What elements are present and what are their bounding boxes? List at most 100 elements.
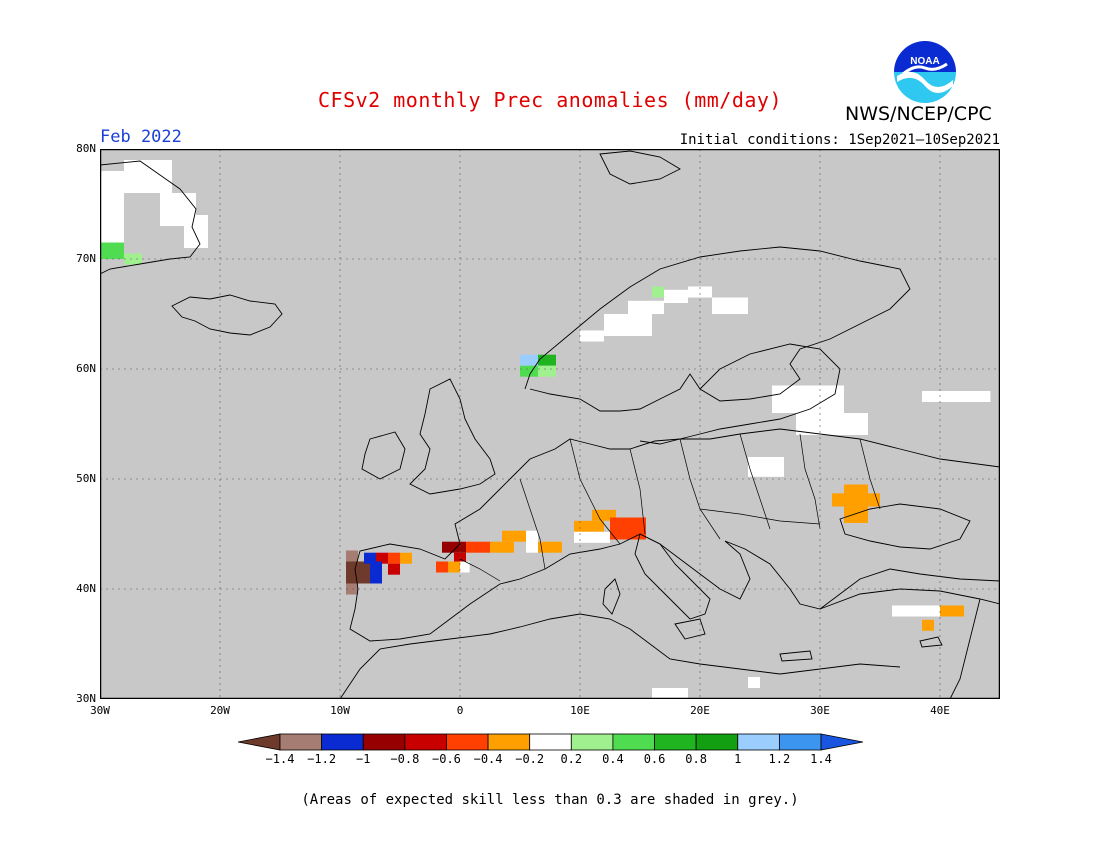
sardinia-corsica <box>602 578 621 615</box>
black-sea-coast <box>839 503 971 550</box>
lon-label: 0 <box>456 704 464 717</box>
anomaly-cell <box>124 253 142 265</box>
anomaly-cell <box>520 354 538 366</box>
baltic-coast <box>639 343 841 445</box>
anomaly-cell <box>370 561 382 584</box>
sicily <box>674 618 706 640</box>
colorbar-box <box>487 733 531 751</box>
forecast-month: Feb 2022 <box>100 127 182 147</box>
precip-anomaly-map <box>100 149 1000 699</box>
skill-footnote: (Areas of expected skill less than 0.3 a… <box>301 792 799 808</box>
great-britain-coast <box>409 378 496 495</box>
anomaly-cell <box>574 531 592 543</box>
anomaly-cell <box>772 385 844 413</box>
anomaly-cell <box>538 541 562 553</box>
lat-label: 70N <box>76 252 96 265</box>
anomaly-cell <box>922 391 991 402</box>
colorbar-tick: 1.2 <box>768 752 791 766</box>
anomaly-cell <box>748 677 760 688</box>
anomaly-cell <box>502 530 526 542</box>
anomaly-cell <box>610 517 646 540</box>
colorbar-box <box>612 733 655 751</box>
anomaly-cell <box>688 286 712 298</box>
iceland-coast <box>171 294 283 336</box>
ireland-coast <box>361 431 406 480</box>
lon-label: 20W <box>210 704 230 717</box>
colorbar-tick: −0.2 <box>515 752 545 766</box>
anomaly-cell <box>520 365 538 377</box>
scandinavia-coast <box>524 246 911 412</box>
lon-label: 10W <box>330 704 350 717</box>
anomaly-cell <box>892 605 940 617</box>
graticule <box>100 149 1000 699</box>
colorbar-box <box>570 733 614 751</box>
anomaly-cell <box>376 552 388 564</box>
greenland-coast <box>100 160 201 275</box>
anomaly-cell <box>100 242 124 259</box>
colorbar-tick: −1 <box>355 752 371 766</box>
italy-coast <box>634 533 711 620</box>
anomaly-cells <box>100 160 991 699</box>
colorbar-tick: −0.6 <box>432 752 461 766</box>
colorbar-tick: 0.8 <box>685 752 707 766</box>
map-title: CFSv2 monthly Prec anomalies (mm/day) <box>317 88 783 112</box>
colorbar-tick: 1.4 <box>810 752 832 766</box>
anomaly-cell <box>796 413 868 435</box>
colorbar-box <box>362 733 406 751</box>
anomaly-cell <box>388 552 400 564</box>
anomaly-cell <box>346 550 358 562</box>
colorbar <box>238 733 863 751</box>
colorbar-box <box>321 733 364 751</box>
anomaly-cell <box>712 297 748 314</box>
map-frame <box>100 149 1000 699</box>
anomaly-cell <box>940 605 964 617</box>
colorbar-tick: 0.2 <box>560 752 583 766</box>
initial-conditions: Initial conditions: 1Sep2021—10Sep2021 <box>679 132 1000 148</box>
mediterranean-north-coast <box>544 533 1000 610</box>
colorbar-tick: −1.4 <box>265 752 295 766</box>
noaa-logo-text: NOAA <box>910 56 939 67</box>
coastlines <box>100 150 1000 699</box>
anomaly-cell <box>466 541 490 553</box>
anomaly-cell <box>526 530 538 553</box>
colorbar-box <box>737 733 780 751</box>
colorbar-box <box>279 733 323 751</box>
lon-label: 40E <box>930 704 950 717</box>
noaa-logo: NOAA <box>894 41 956 103</box>
anomaly-cell <box>580 330 604 342</box>
anomaly-cell <box>748 457 784 477</box>
anomaly-cell <box>574 520 604 532</box>
atlantic-coast <box>349 478 546 642</box>
anatolia-coast <box>819 588 1000 699</box>
colorbar-tick: 1 <box>734 752 742 766</box>
anomaly-cell <box>652 688 688 699</box>
anomaly-cell <box>100 171 124 248</box>
colorbar-box <box>404 733 447 751</box>
anomaly-cell <box>124 160 172 193</box>
anomaly-cell <box>628 300 664 314</box>
crete <box>779 650 813 662</box>
north-africa-coast <box>339 613 901 699</box>
anomaly-cell <box>922 619 934 631</box>
colorbar-tick-labels: −1.4 −1.2 −1 −0.8 −0.6 −0.4 −0.2 0.2 0.4 0.6 0.8 1 1… <box>238 752 863 768</box>
anomaly-cell <box>652 286 664 298</box>
colorbar-tick: 0.6 <box>643 752 666 766</box>
colorbar-box <box>529 733 572 751</box>
anomaly-cell <box>448 561 460 573</box>
anomaly-cell <box>664 289 688 303</box>
colorbar-tick: −1.2 <box>307 752 337 766</box>
colorbar-tick: −0.8 <box>390 752 420 766</box>
colorbar-lower-triangle <box>238 733 281 751</box>
lat-label: 50N <box>76 472 96 485</box>
lat-label: 80N <box>76 142 96 155</box>
anomaly-cell <box>388 563 400 575</box>
anomaly-cell <box>346 561 370 584</box>
lon-label: 20E <box>690 704 710 717</box>
colorbar-box <box>446 733 489 751</box>
anomaly-cell <box>604 314 652 336</box>
anomaly-cell <box>538 365 556 377</box>
lat-label: 40N <box>76 582 96 595</box>
colorbar-upper-triangle <box>820 733 863 751</box>
anomaly-cell <box>592 531 610 543</box>
lon-label: 30W <box>90 704 110 717</box>
